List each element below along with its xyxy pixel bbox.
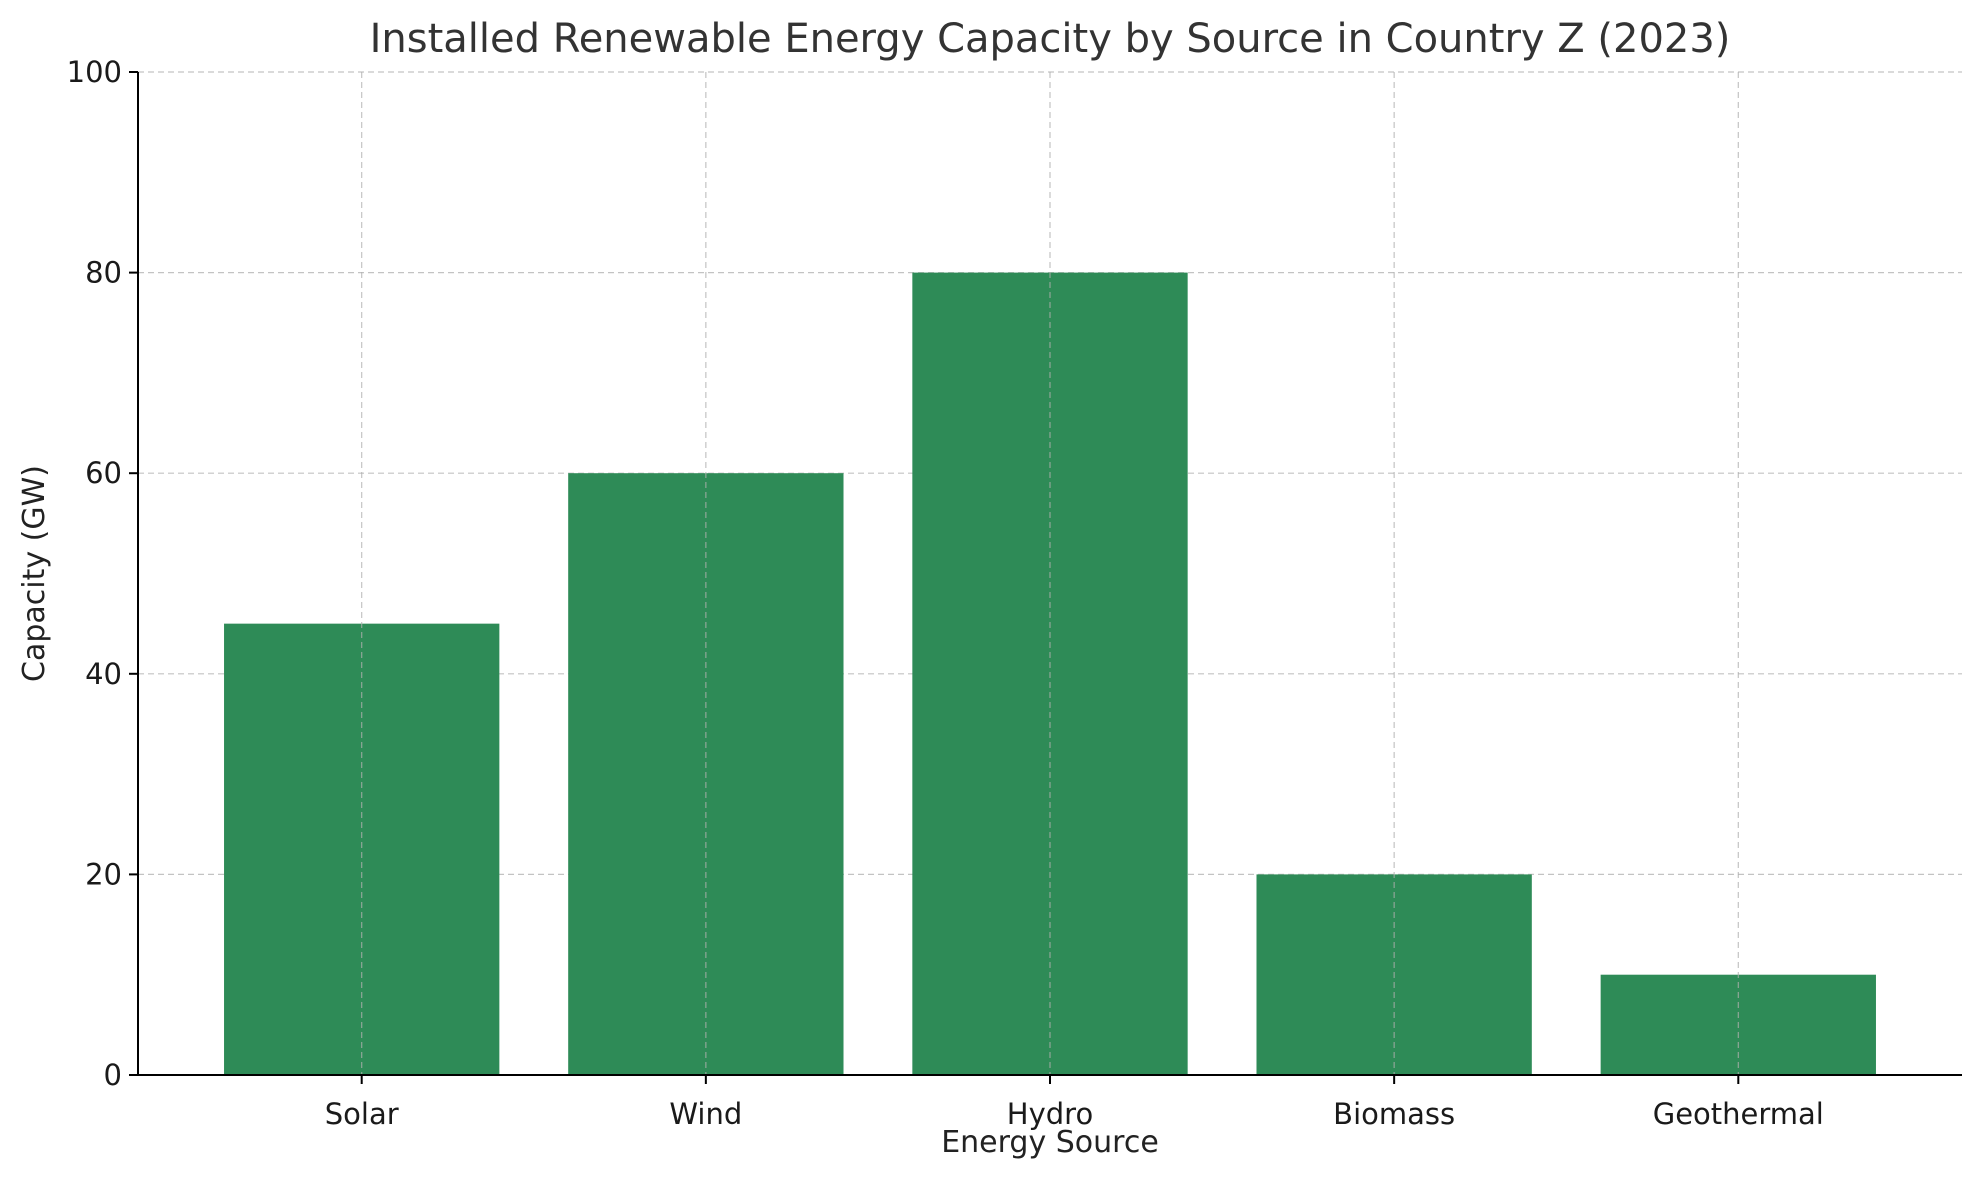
y-tick-label: 100 bbox=[67, 55, 122, 89]
x-tick-label: Geothermal bbox=[1653, 1097, 1824, 1131]
y-tick-label: 0 bbox=[104, 1058, 122, 1092]
y-tick-label: 20 bbox=[85, 857, 122, 891]
x-tick-label: Solar bbox=[325, 1097, 399, 1131]
x-tick-label: Wind bbox=[669, 1097, 742, 1131]
vertical-grid-layer bbox=[361, 72, 1739, 1075]
ticks-layer: 0 20 40 60 80 100 Solar Wind Hydro Biomass Geother… bbox=[67, 55, 1824, 1131]
x-tick-label: Hydro bbox=[1007, 1097, 1093, 1131]
x-axis-label: Energy Source bbox=[941, 1125, 1159, 1160]
y-tick-label: 80 bbox=[85, 256, 122, 290]
y-axis-label: Capacity (GW) bbox=[17, 465, 52, 682]
y-tick-label: 60 bbox=[85, 456, 122, 490]
x-tick-label: Biomass bbox=[1333, 1097, 1455, 1131]
bar-solar bbox=[224, 623, 500, 1075]
y-tick-label: 40 bbox=[85, 657, 122, 691]
chart-title: Installed Renewable Energy Capacity by S… bbox=[370, 16, 1731, 62]
